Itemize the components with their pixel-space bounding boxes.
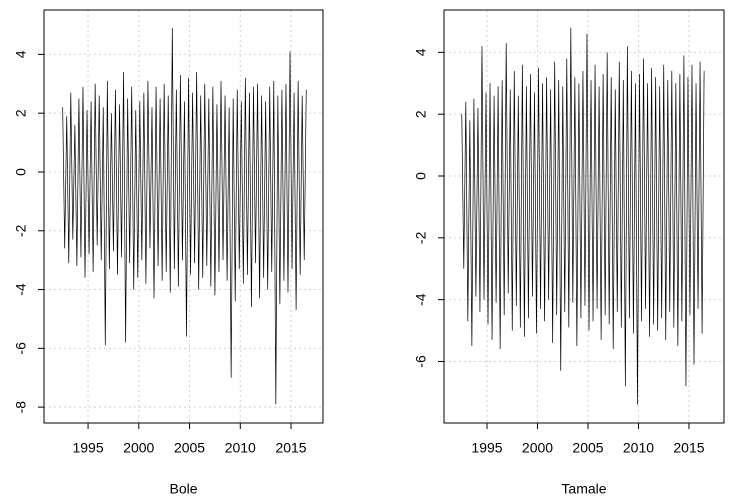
y-tick-label: -2	[413, 231, 429, 244]
y-tick-label: -6	[413, 355, 429, 368]
y-tick-label: -6	[13, 342, 29, 355]
x-tick-label: 1995	[471, 440, 502, 456]
plot-box	[443, 9, 725, 424]
y-tick-label: -4	[13, 283, 29, 296]
y-tick-label: -8	[13, 401, 29, 414]
x-tick-label: 2015	[275, 440, 306, 456]
data-line	[62, 27, 307, 405]
x-tick-label: 1995	[72, 440, 103, 456]
y-tick-label: -4	[413, 293, 429, 306]
y-tick-label: 4	[13, 50, 29, 58]
x-tick-label: 2010	[623, 440, 654, 456]
x-tick-label: 2005	[174, 440, 205, 456]
y-tick-label: 4	[413, 48, 429, 56]
y-tick-label: 0	[413, 172, 429, 180]
y-tick-label: 2	[13, 109, 29, 117]
data-line	[461, 27, 705, 405]
x-tick-label: 2010	[225, 440, 256, 456]
plot-box	[43, 9, 324, 424]
y-tick-label: -2	[13, 224, 29, 237]
x-axis-label: Tamale	[561, 481, 606, 497]
x-tick-label: 2005	[572, 440, 603, 456]
y-tick-label: 0	[13, 168, 29, 176]
x-tick-label: 2000	[123, 440, 154, 456]
x-tick-label: 2015	[673, 440, 704, 456]
x-axis-label: Bole	[169, 481, 197, 497]
y-tick-label: 2	[413, 110, 429, 118]
x-tick-label: 2000	[522, 440, 553, 456]
